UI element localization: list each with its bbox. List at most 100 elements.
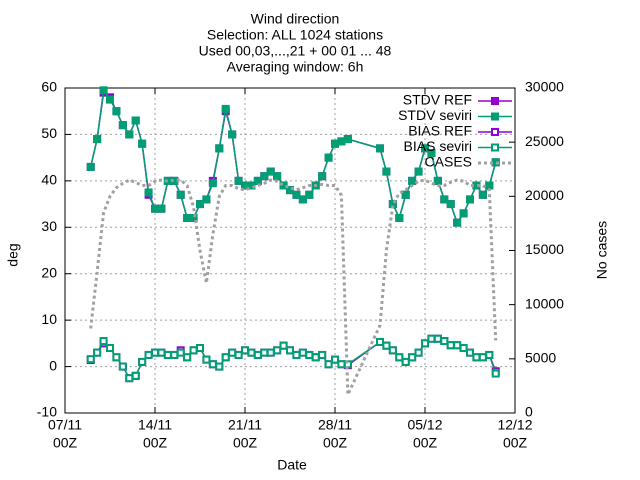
data-point (478, 353, 487, 362)
chart-title: Selection: ALL 1024 stations (207, 27, 383, 43)
x-tick-label: 00Z (143, 435, 168, 451)
data-point (260, 172, 269, 181)
data-point (86, 355, 95, 364)
x-axis-label: Date (277, 457, 307, 473)
data-point (183, 353, 192, 362)
y2-tick-label: 20000 (525, 187, 564, 203)
data-point (125, 374, 134, 383)
data-point (196, 200, 204, 209)
data-point (215, 144, 224, 153)
x-tick-label: 00Z (503, 435, 528, 451)
data-point (433, 176, 442, 185)
data-point (247, 348, 256, 357)
data-point (138, 357, 147, 366)
legend-label: STDV REF (403, 92, 472, 108)
data-point (318, 350, 327, 359)
data-point (298, 195, 307, 204)
y2-tick-label: 15000 (525, 241, 564, 257)
data-point (343, 135, 352, 144)
data-point (286, 346, 294, 355)
data-point (382, 341, 391, 350)
y-tick-label: 50 (41, 125, 57, 141)
legend-label: BIAS seviri (404, 138, 472, 154)
data-point (260, 348, 269, 357)
data-point (93, 135, 102, 144)
y-tick-label: 10 (41, 311, 57, 327)
data-point (408, 176, 417, 185)
data-point (125, 130, 134, 139)
x-tick-label: 00Z (323, 435, 348, 451)
y2-tick-label: 5000 (525, 350, 556, 366)
data-point (176, 348, 185, 357)
data-point (401, 357, 410, 366)
data-point (221, 104, 230, 113)
y-tick-label: -10 (37, 404, 57, 420)
data-point (324, 153, 333, 162)
data-point (157, 204, 166, 213)
data-point (427, 334, 436, 343)
y2-axis-label: No cases (594, 221, 610, 279)
data-point (247, 181, 256, 190)
data-point (86, 162, 95, 171)
data-point (279, 341, 288, 350)
data-point (376, 337, 384, 346)
legend-label: BIAS REF (408, 123, 472, 139)
data-point (176, 190, 185, 199)
x-tick-label: 00Z (413, 435, 438, 451)
series-line (89, 178, 498, 396)
data-point (118, 121, 127, 130)
y-tick-label: 30 (41, 218, 57, 234)
data-point (305, 190, 314, 199)
data-point (138, 139, 147, 148)
data-point (485, 181, 494, 190)
data-point (221, 353, 230, 362)
data-point (144, 350, 153, 359)
data-point (466, 195, 474, 204)
x-tick-label: 00Z (53, 435, 78, 451)
chart-title: Wind direction (251, 11, 340, 27)
data-point (311, 353, 320, 362)
data-point (453, 218, 462, 227)
legend-marker (491, 128, 499, 136)
data-point (131, 371, 140, 380)
data-point (131, 116, 140, 125)
data-point (228, 348, 237, 357)
data-point (118, 362, 127, 371)
x-tick-label: 21/11 (228, 417, 262, 433)
chart-title: Averaging window: 6h (227, 59, 364, 75)
y-tick-label: 40 (41, 172, 57, 188)
data-point (266, 167, 275, 176)
data-point (491, 369, 500, 378)
data-point (292, 350, 301, 359)
data-point (196, 344, 204, 352)
data-point (99, 337, 108, 346)
legend-label: STDV seviri (398, 107, 472, 123)
data-point (144, 188, 153, 197)
data-point (433, 334, 442, 343)
data-point (376, 144, 384, 153)
data-point (208, 179, 217, 188)
y-tick-label: 0 (49, 357, 57, 373)
y2-tick-label: 10000 (525, 295, 564, 311)
data-point (112, 353, 121, 362)
data-point (453, 341, 462, 350)
data-point (427, 149, 436, 157)
data-point (228, 130, 237, 139)
y-axis-label: deg (5, 243, 21, 266)
data-point (414, 167, 423, 176)
data-point (208, 360, 217, 369)
data-point (273, 346, 282, 355)
legend-marker (491, 97, 499, 105)
x-tick-label: 14/11 (138, 417, 172, 433)
legend-marker (491, 143, 499, 152)
data-point (440, 195, 449, 204)
data-point (440, 337, 449, 346)
data-point (266, 348, 275, 357)
data-point (112, 107, 121, 116)
data-point (388, 346, 397, 355)
data-point (382, 167, 391, 176)
data-point (163, 350, 172, 359)
data-point (189, 346, 198, 355)
data-point (446, 200, 455, 209)
data-point (305, 350, 314, 359)
